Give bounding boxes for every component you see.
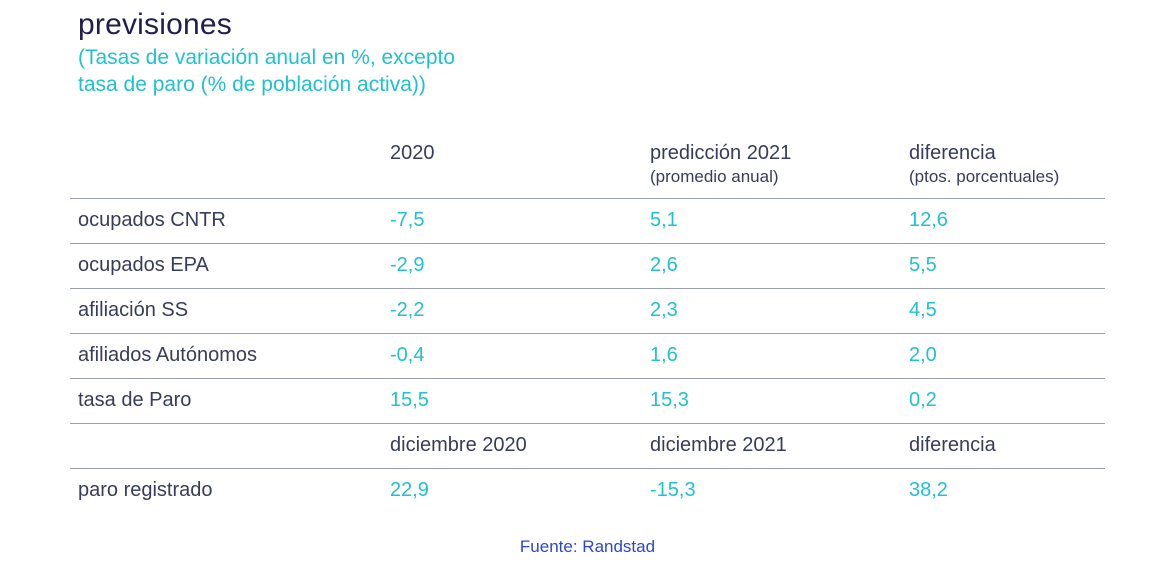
cell-value: -0,4 xyxy=(388,333,648,379)
table-row-afiliados-autonomos: afiliados Autónomos -0,4 1,6 2,0 xyxy=(70,333,1105,379)
header-cell-empty xyxy=(70,134,388,199)
cell-value: 0,2 xyxy=(907,378,1105,424)
row-label: ocupados EPA xyxy=(70,243,388,289)
source-link[interactable]: Fuente: Randstad xyxy=(519,537,656,556)
column-header-label: predicción 2021 xyxy=(650,142,792,164)
cell-value: 2,3 xyxy=(648,288,907,334)
row-label: afiliación SS xyxy=(70,288,388,334)
mid-header-empty-cell xyxy=(70,423,388,469)
row-label: afiliados Autónomos xyxy=(70,333,388,379)
header-cell-diferencia: diferencia (ptos. porcentuales) xyxy=(907,134,1105,199)
page-subtitle: (Tasas de variación anual en %, excepto … xyxy=(78,44,455,98)
column-header-label: diferencia xyxy=(909,142,996,164)
column-header-sublabel: (ptos. porcentuales) xyxy=(909,167,1060,186)
cell-value: 22,9 xyxy=(390,479,429,502)
row-label: ocupados CNTR xyxy=(70,198,388,244)
mid-header-label: diciembre 2020 xyxy=(388,423,648,469)
cell-value: 5,1 xyxy=(648,198,907,244)
table-row-afiliacion-ss: afiliación SS -2,2 2,3 4,5 xyxy=(70,288,1105,334)
header-cell-prediccion-2021: predicción 2021 (promedio anual) xyxy=(648,134,907,199)
cell-value: -2,9 xyxy=(388,243,648,289)
header-cell-2020: 2020 xyxy=(388,134,648,199)
table-row-paro-registrado: paro registrado 22,9 -15,3 38,2 xyxy=(70,468,1105,513)
cell-value: -15,3 xyxy=(650,479,696,502)
table-row-ocupados-epa: ocupados EPA -2,9 2,6 5,5 xyxy=(70,243,1105,289)
cell-value: -2,2 xyxy=(388,288,648,334)
subtitle-line-1: (Tasas de variación anual en %, excepto xyxy=(78,46,456,69)
table-row-tasa-de-paro: tasa de Paro 15,5 15,3 0,2 xyxy=(70,378,1105,424)
cell-value: 15,5 xyxy=(388,378,648,424)
cell-value: 38,2 xyxy=(909,479,948,502)
cell-value: 2,0 xyxy=(907,333,1105,379)
forecast-table: 2020 predicción 2021 (promedio anual) di… xyxy=(70,134,1105,513)
cell-value: 4,5 xyxy=(907,288,1105,334)
cell-value: 1,6 xyxy=(648,333,907,379)
cell-value: 15,3 xyxy=(648,378,907,424)
table-row-ocupados-cntr: ocupados CNTR -7,5 5,1 12,6 xyxy=(70,198,1105,244)
mid-header-label: diferencia xyxy=(907,423,1105,469)
cell-value: 12,6 xyxy=(907,198,1105,244)
table-header-row: 2020 predicción 2021 (promedio anual) di… xyxy=(70,134,1105,199)
page-title: previsiones xyxy=(78,8,232,41)
column-header-sublabel: (promedio anual) xyxy=(650,167,779,186)
cell-value: 2,6 xyxy=(648,243,907,289)
source-line: Fuente: Randstad xyxy=(70,537,1105,557)
subtitle-line-2: tasa de paro (% de población activa)) xyxy=(78,73,426,96)
table-mid-header-row: diciembre 2020 diciembre 2021 diferencia xyxy=(70,423,1105,469)
row-label: paro registrado xyxy=(78,479,213,502)
column-header-label: 2020 xyxy=(390,142,435,164)
row-label: tasa de Paro xyxy=(70,378,388,424)
cell-value: -7,5 xyxy=(388,198,648,244)
mid-header-label: diciembre 2021 xyxy=(648,423,907,469)
cell-value: 5,5 xyxy=(907,243,1105,289)
